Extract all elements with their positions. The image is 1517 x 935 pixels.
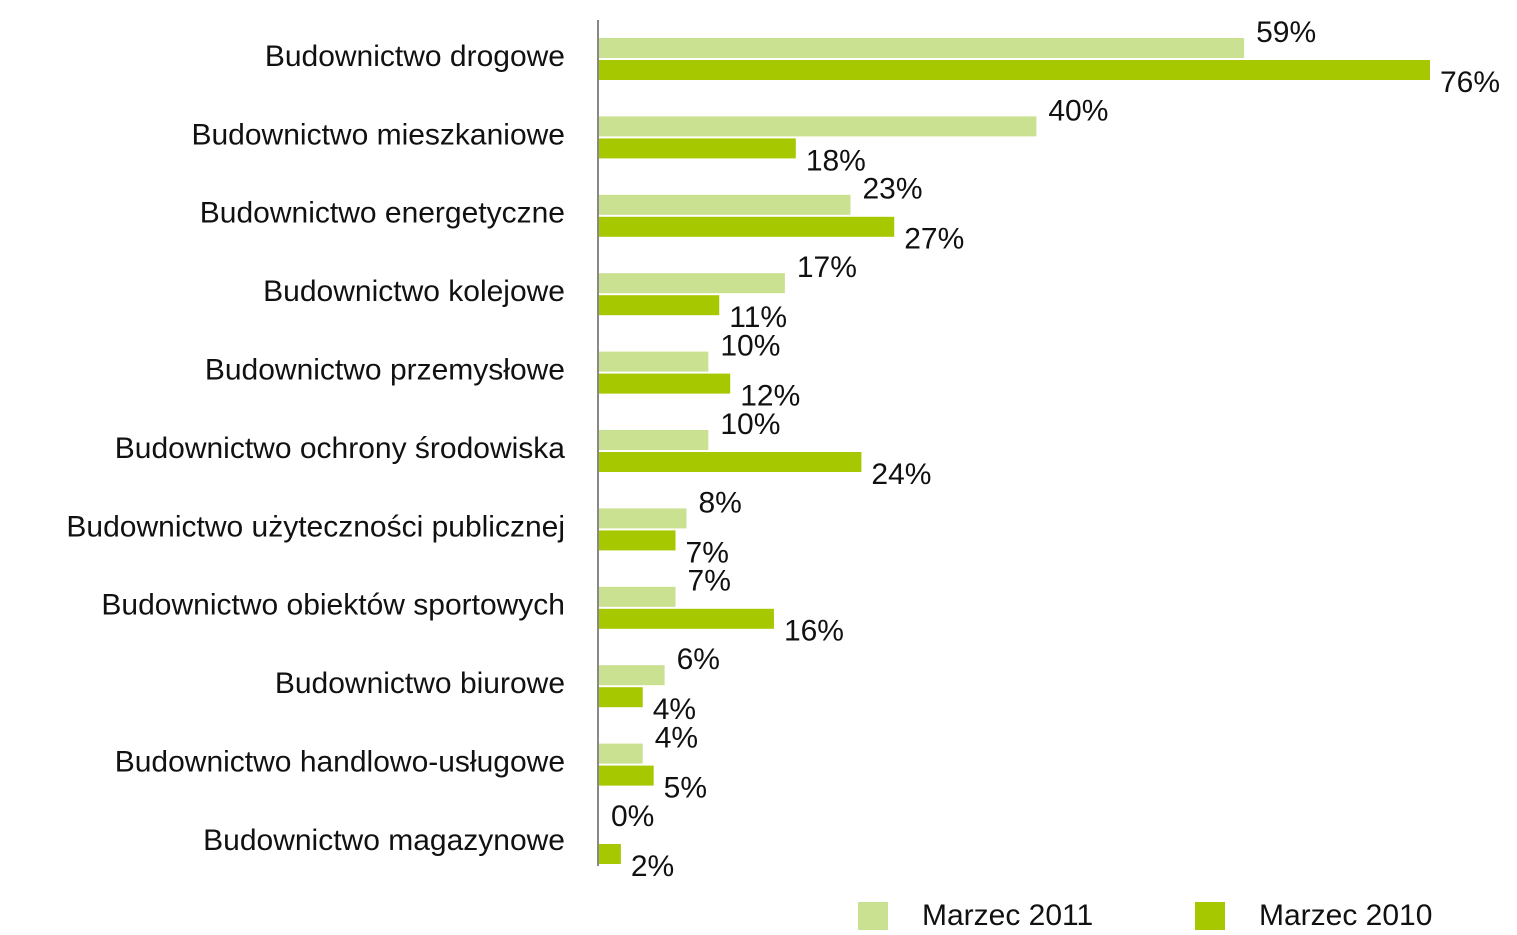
value-label: 6% [677, 643, 720, 676]
bar [599, 586, 676, 607]
category-label: Budownictwo biurowe [275, 667, 565, 700]
bar [599, 665, 665, 686]
category-label: Budownictwo użyteczności publicznej [66, 510, 565, 543]
value-label: 76% [1440, 66, 1500, 99]
bar [599, 452, 862, 472]
bar [599, 351, 709, 372]
bar [599, 216, 895, 237]
value-label: 4% [655, 722, 698, 755]
value-label: 8% [698, 486, 741, 519]
bar [599, 138, 796, 159]
legend-label: Marzec 2010 [1259, 899, 1432, 932]
category-label: Budownictwo mieszkaniowe [191, 118, 565, 151]
bar [599, 60, 1430, 80]
value-label: 17% [797, 251, 857, 284]
bar [599, 765, 654, 786]
category-label: Budownictwo ochrony środowiska [115, 432, 566, 465]
bar [599, 687, 643, 708]
category-label: Budownictwo drogowe [265, 40, 565, 73]
bar [599, 373, 731, 394]
legend-swatch [858, 902, 888, 930]
category-label: Budownictwo kolejowe [263, 275, 565, 308]
value-label: 2% [631, 850, 674, 883]
category-label: Budownictwo przemysłowe [205, 354, 565, 387]
value-label: 40% [1048, 94, 1108, 127]
value-label: 12% [740, 380, 800, 413]
value-label: 7% [686, 536, 729, 569]
bar [599, 38, 1245, 58]
legend-swatch [1195, 902, 1225, 930]
value-label: 10% [720, 330, 780, 363]
legend-label: Marzec 2011 [922, 899, 1093, 932]
category-label: Budownictwo obiektów sportowych [101, 589, 565, 622]
value-label: 23% [862, 173, 922, 206]
value-label: 59% [1256, 16, 1316, 49]
category-label: Budownictwo handlowo-usługowe [115, 746, 565, 779]
value-label: 7% [688, 565, 731, 598]
bar [599, 530, 676, 551]
value-label: 5% [664, 772, 707, 805]
value-label: 18% [806, 144, 866, 177]
bar [599, 295, 720, 316]
value-label: 0% [611, 800, 654, 833]
category-label: Budownictwo magazynowe [203, 824, 565, 857]
bar [599, 430, 709, 450]
bar [599, 743, 643, 764]
value-label: 16% [784, 615, 844, 648]
value-label: 10% [720, 408, 780, 441]
bar [599, 508, 687, 529]
bar [599, 608, 774, 629]
bar [599, 194, 851, 215]
value-label: 24% [871, 458, 931, 491]
bar [599, 273, 785, 294]
bar [599, 116, 1037, 137]
value-label: 4% [653, 693, 696, 726]
value-label: 11% [729, 301, 787, 334]
value-label: 27% [904, 223, 964, 256]
bar [599, 844, 621, 864]
category-label: Budownictwo energetyczne [200, 197, 565, 230]
